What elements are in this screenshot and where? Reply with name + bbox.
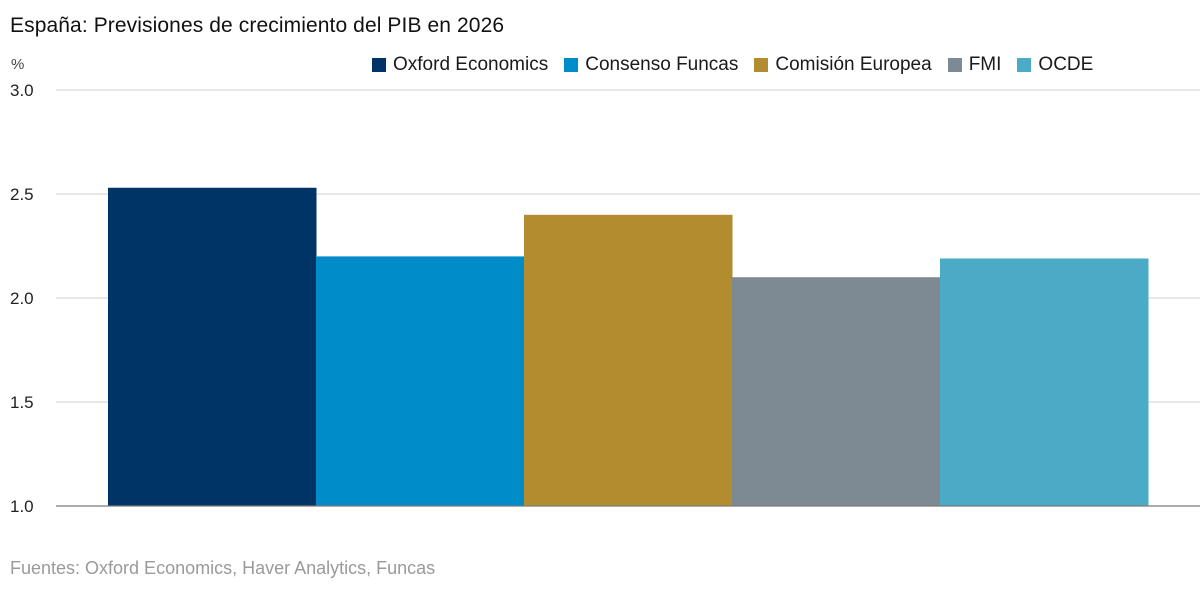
legend-label: OCDE: [1038, 54, 1094, 75]
legend-label: FMI: [968, 54, 1002, 75]
legend-label: Oxford Economics: [393, 54, 549, 75]
y-tick-label: 3.0: [10, 81, 34, 100]
bar-fmi: [732, 277, 941, 506]
legend-item: Consenso Funcas: [564, 54, 738, 76]
legend-label: Comisión Europea: [775, 54, 932, 75]
legend-item: OCDE: [1017, 54, 1093, 76]
bar-ocde: [940, 258, 1149, 506]
legend-swatch: [372, 58, 386, 72]
bars: [108, 187, 1149, 507]
y-tick-label: 1.5: [10, 393, 34, 412]
bar-comisión-europea: [524, 214, 733, 507]
legend-swatch: [947, 58, 962, 72]
legend-item: Oxford Economics: [372, 54, 548, 76]
bar-consenso-funcas: [316, 256, 525, 506]
chart-legend: Oxford Economics Consenso Funcas Comisión …: [372, 54, 1109, 76]
legend-label: Consenso Funcas: [585, 54, 739, 75]
y-tick-label: 2.0: [10, 289, 34, 308]
y-tick-label: 2.5: [10, 185, 34, 204]
bar-oxford-economics: [108, 187, 317, 506]
legend-swatch: [1017, 58, 1032, 72]
legend-item: FMI: [947, 54, 1002, 76]
legend-swatch: [564, 58, 579, 72]
chart-title: España: Previsiones de crecimiento del P…: [10, 14, 505, 37]
legend-swatch: [754, 58, 769, 72]
source-note: Fuentes: Oxford Economics, Haver Analyti…: [10, 558, 436, 578]
y-tick-label: 1.0: [10, 497, 34, 516]
y-axis-ticks: 1.0 1.5 2.0 2.5 3.0: [10, 81, 34, 516]
y-axis-unit-label: %: [11, 56, 25, 73]
legend-item: Comisión Europea: [754, 54, 932, 76]
